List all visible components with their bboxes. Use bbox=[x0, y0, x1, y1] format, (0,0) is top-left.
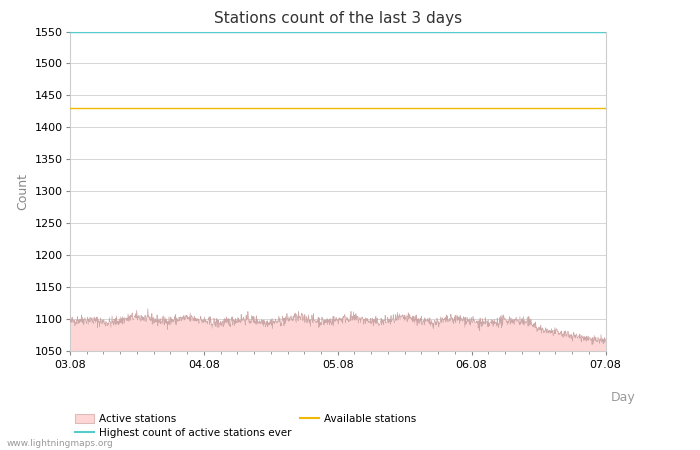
Y-axis label: Count: Count bbox=[16, 173, 29, 210]
Legend: Active stations, Highest count of active stations ever, Available stations: Active stations, Highest count of active… bbox=[75, 414, 416, 438]
Text: www.lightningmaps.org: www.lightningmaps.org bbox=[7, 439, 113, 448]
Title: Stations count of the last 3 days: Stations count of the last 3 days bbox=[214, 11, 462, 26]
Text: Day: Day bbox=[610, 392, 636, 405]
